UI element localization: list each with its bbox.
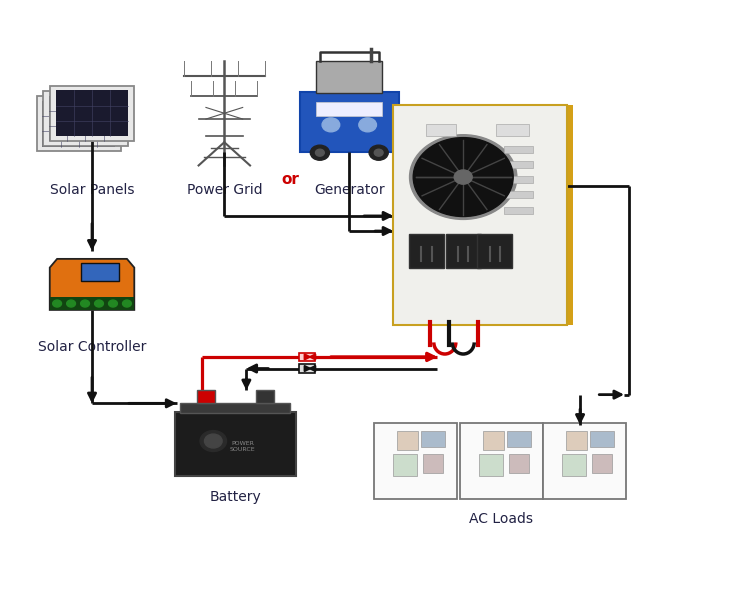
FancyBboxPatch shape: [556, 105, 573, 325]
Circle shape: [94, 300, 104, 307]
FancyBboxPatch shape: [542, 423, 626, 499]
Circle shape: [81, 300, 89, 307]
Circle shape: [369, 145, 388, 160]
FancyBboxPatch shape: [409, 234, 444, 268]
Text: Battery: Battery: [209, 490, 261, 504]
FancyBboxPatch shape: [446, 234, 481, 268]
FancyBboxPatch shape: [180, 403, 290, 413]
Circle shape: [413, 137, 513, 217]
FancyBboxPatch shape: [504, 146, 533, 153]
FancyBboxPatch shape: [256, 390, 274, 403]
FancyBboxPatch shape: [397, 431, 418, 450]
Circle shape: [410, 135, 517, 220]
FancyBboxPatch shape: [49, 95, 122, 141]
Text: POWER
SOURCE: POWER SOURCE: [230, 442, 256, 452]
Text: AC Loads: AC Loads: [470, 513, 533, 526]
Circle shape: [322, 118, 340, 132]
FancyBboxPatch shape: [477, 234, 512, 268]
FancyBboxPatch shape: [316, 61, 382, 93]
Circle shape: [358, 118, 376, 132]
Circle shape: [109, 300, 118, 307]
FancyBboxPatch shape: [427, 124, 456, 136]
FancyBboxPatch shape: [504, 191, 533, 198]
FancyBboxPatch shape: [300, 92, 398, 152]
Text: or: or: [281, 172, 299, 188]
Text: Power Grid: Power Grid: [187, 183, 262, 197]
Circle shape: [200, 430, 226, 452]
Circle shape: [374, 149, 383, 156]
FancyBboxPatch shape: [460, 423, 543, 499]
FancyBboxPatch shape: [479, 454, 503, 476]
FancyBboxPatch shape: [175, 412, 296, 475]
FancyBboxPatch shape: [43, 101, 116, 147]
FancyBboxPatch shape: [504, 207, 533, 214]
FancyBboxPatch shape: [50, 297, 134, 310]
FancyBboxPatch shape: [50, 86, 134, 141]
FancyBboxPatch shape: [507, 430, 531, 447]
FancyBboxPatch shape: [590, 430, 613, 447]
Circle shape: [122, 300, 131, 307]
FancyBboxPatch shape: [504, 161, 533, 168]
FancyBboxPatch shape: [298, 365, 315, 372]
FancyBboxPatch shape: [393, 105, 567, 325]
FancyBboxPatch shape: [509, 455, 530, 473]
FancyBboxPatch shape: [81, 263, 119, 281]
FancyBboxPatch shape: [496, 124, 530, 136]
Circle shape: [53, 300, 62, 307]
Circle shape: [454, 170, 472, 184]
Circle shape: [316, 149, 324, 156]
FancyBboxPatch shape: [483, 431, 504, 450]
FancyBboxPatch shape: [592, 455, 613, 473]
FancyBboxPatch shape: [197, 390, 214, 403]
FancyBboxPatch shape: [566, 431, 586, 450]
Polygon shape: [50, 259, 134, 310]
FancyBboxPatch shape: [504, 176, 533, 183]
FancyBboxPatch shape: [44, 91, 128, 146]
FancyBboxPatch shape: [422, 430, 445, 447]
FancyBboxPatch shape: [56, 91, 128, 136]
FancyBboxPatch shape: [374, 423, 458, 499]
FancyBboxPatch shape: [393, 454, 417, 476]
FancyBboxPatch shape: [423, 455, 443, 473]
Circle shape: [310, 145, 329, 160]
FancyBboxPatch shape: [298, 353, 315, 361]
FancyBboxPatch shape: [316, 102, 382, 116]
Text: Generator: Generator: [314, 183, 385, 197]
FancyBboxPatch shape: [562, 454, 586, 476]
Circle shape: [67, 300, 76, 307]
Text: Solar Panels: Solar Panels: [50, 183, 134, 197]
Text: Solar Controller: Solar Controller: [38, 339, 146, 353]
Circle shape: [205, 434, 222, 448]
FancyBboxPatch shape: [37, 96, 121, 151]
